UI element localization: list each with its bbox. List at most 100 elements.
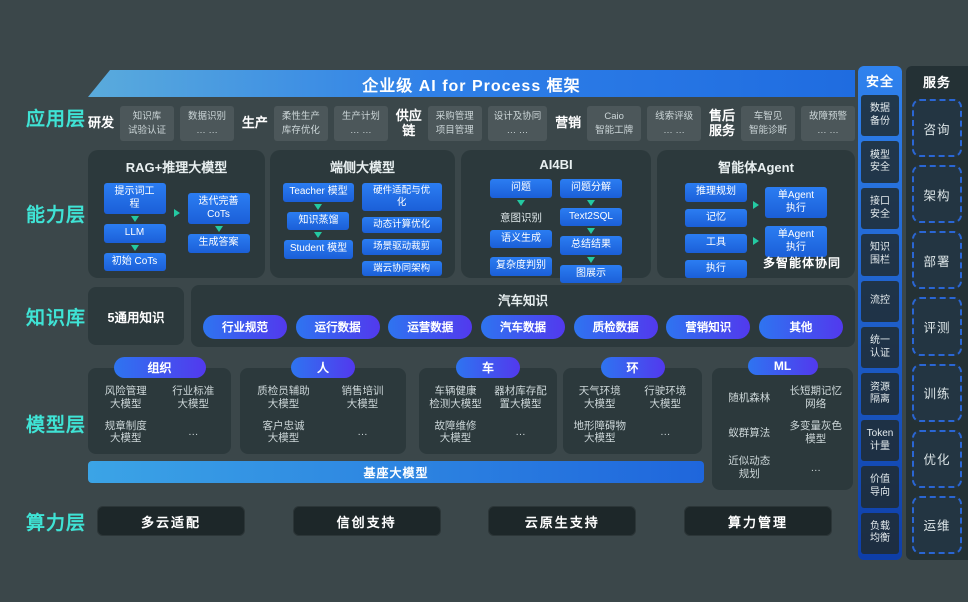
panel-title: AI4BI [539, 157, 573, 172]
model-group-tag: ML [747, 357, 818, 375]
flow-box: 提示词工 程 [103, 183, 166, 214]
app-card: 车智见 智能诊断 [740, 106, 795, 141]
model-cell: 行驶环境 大模型 [644, 385, 687, 410]
app-group-label: 研发 [88, 115, 115, 131]
agent-module-box: 记忆 [685, 208, 747, 227]
model-group-tag: 车 [456, 357, 520, 378]
security-item: 负载 均衡 [861, 512, 899, 555]
model-cell: … [515, 425, 526, 438]
app-group-label: 生产 [241, 115, 268, 131]
flow-box: Teacher 模型 [283, 183, 354, 202]
model-group-tag: 人 [291, 357, 355, 378]
app-card: 柔性生产 库存优化 [273, 106, 328, 141]
flow-box: 图展示 [560, 264, 622, 283]
model-cell: 地形障碍物 大模型 [573, 419, 627, 445]
flow-box: 问题 [490, 179, 552, 198]
arrow-down-icon [587, 256, 595, 263]
app-card: 数据识别 … … [180, 106, 235, 141]
compute-item: 信创支持 [292, 506, 441, 536]
layer-label-application: 应用层 [26, 109, 87, 130]
app-card: 生产计划 … … [333, 106, 388, 141]
auto-knowledge-title: 汽车知识 [497, 294, 548, 308]
model-cell: 近似动态 规划 [728, 455, 771, 480]
security-item: 统一 认证 [861, 327, 899, 369]
flow-box: 生成答案 [187, 234, 250, 253]
model-cell: 销售培训 大模型 [341, 385, 384, 410]
app-card: 故障预警 … … [800, 106, 855, 141]
flow-box: 语义生成 [490, 229, 552, 248]
services-sidebar: 服务 咨询 架构 部署 评测 训练 优化 运维 [906, 66, 968, 560]
model-group-ml: ML 随机森林 长短期记忆 网络 蚁群算法 多变量灰色 模型 近似动态 规划 … [712, 357, 853, 490]
services-title: 服务 [922, 75, 951, 90]
arrow-down-icon [587, 199, 595, 206]
app-group-supply-chain: 供应 链 采购管理 项目管理 设计及协同 … … [396, 106, 548, 141]
panel-title: 智能体Agent [718, 160, 794, 175]
service-item: 咨询 [912, 99, 962, 158]
flow-box: 迭代完善 CoTs [187, 193, 250, 224]
model-cell: 器材库存配 置大模型 [494, 385, 547, 410]
arrow-down-icon [587, 228, 595, 234]
arrow-down-icon [314, 203, 323, 210]
arrow-right-icon [753, 201, 759, 209]
security-item: 数据 备份 [861, 95, 899, 137]
app-card: 设计及协同 … … [487, 106, 548, 141]
layer-label-model: 模型层 [26, 415, 87, 436]
banner-title: 企业级 AI for Process 框架 [362, 77, 581, 95]
service-item: 训练 [912, 363, 962, 422]
agent-exec-box: 单Agent 执行 [765, 187, 827, 218]
model-group-environment: 环 天气环境 大模型 行驶环境 大模型 地形障碍物 大模型 … [563, 357, 702, 454]
knowledge-pill: 汽车数据 [480, 315, 565, 339]
flow-box: LLM [103, 224, 166, 243]
model-cell: 风险管理 大模型 [104, 385, 147, 410]
compute-item: 云原生支持 [488, 506, 637, 536]
agent-module-box: 执行 [685, 259, 747, 278]
flow-box: 总结结果 [560, 236, 622, 255]
layer-label-knowledge: 知识库 [26, 308, 87, 329]
model-cell: 质检员辅助 大模型 [257, 385, 310, 410]
app-group-marketing: 营销 Caio 智能工牌 线索评级 … … [555, 106, 702, 141]
flow-box: 问题分解 [560, 179, 622, 198]
flow-box: 知识蒸馏 [287, 211, 350, 230]
panel-title: RAG+推理大模型 [125, 160, 228, 175]
app-group-production: 生产 柔性生产 库存优化 生产计划 … … [242, 106, 388, 141]
security-item: Token 计量 [861, 419, 899, 462]
service-item: 架构 [912, 165, 962, 224]
model-cell: 随机森林 [728, 391, 771, 404]
arrow-down-icon [130, 244, 139, 251]
app-card: 采购管理 项目管理 [427, 106, 482, 141]
model-cell: 车辆健康 检测大模型 [429, 385, 482, 410]
flow-box: 复杂度判别 [490, 257, 552, 276]
compute-layer: 多云适配 信创支持 云原生支持 算力管理 [97, 506, 832, 536]
knowledge-pill: 运营数据 [388, 315, 473, 339]
banner: 企业级 AI for Process 框架 [88, 70, 855, 97]
security-item: 流控 [861, 280, 899, 323]
app-card: 知识库 试验认证 [120, 106, 175, 141]
arrow-down-icon [214, 226, 223, 232]
agent-module-box: 推理规划 [685, 183, 747, 202]
model-group-organization: 组织 风险管理 大模型 行业标准 大模型 规章制度 大模型 … [88, 357, 231, 454]
knowledge-pill: 质检数据 [573, 315, 658, 339]
model-cell: 规章制度 大模型 [104, 419, 147, 445]
application-layer: 研发 知识库 试验认证 数据识别 … … 生产 柔性生产 库存优化 生产计划 …… [88, 100, 855, 147]
security-item: 价值 导向 [861, 466, 899, 508]
compute-item: 算力管理 [683, 506, 832, 536]
model-cell: 多变量灰色 模型 [789, 420, 843, 445]
layer-label-capability: 能力层 [26, 205, 87, 226]
app-group-label: 供应 链 [395, 107, 422, 138]
model-cell: … [660, 425, 671, 438]
model-cell: … [357, 425, 368, 438]
panel-rag-reasoning: RAG+推理大模型 提示词工 程 LLM 初始 CoTs 迭代完善 CoTs 生… [88, 150, 265, 278]
model-cell: 长短期记忆 网络 [789, 385, 843, 410]
panel-agent: 智能体Agent 推理规划 记忆 工具 执行 单Agent 执行 单Agent … [657, 150, 855, 278]
model-group-tag: 组织 [113, 357, 206, 378]
security-item: 知识 围栏 [861, 234, 899, 276]
arrow-down-icon [130, 216, 139, 222]
auto-knowledge-panel: 汽车知识 行业规范 运行数据 运营数据 汽车数据 质检数据 营销知识 其他 [191, 285, 855, 347]
flow-box: 动态计算优化 [361, 216, 442, 233]
model-group-vehicle: 车 车辆健康 检测大模型 器材库存配 置大模型 故障维修 大模型 … [419, 357, 557, 454]
security-item: 模型 安全 [861, 141, 899, 183]
base-model-bar: 基座大模型 [88, 461, 704, 483]
agent-footer-label: 多智能体协同 [762, 256, 841, 270]
service-item: 优化 [912, 429, 962, 488]
service-item: 运维 [912, 495, 962, 554]
